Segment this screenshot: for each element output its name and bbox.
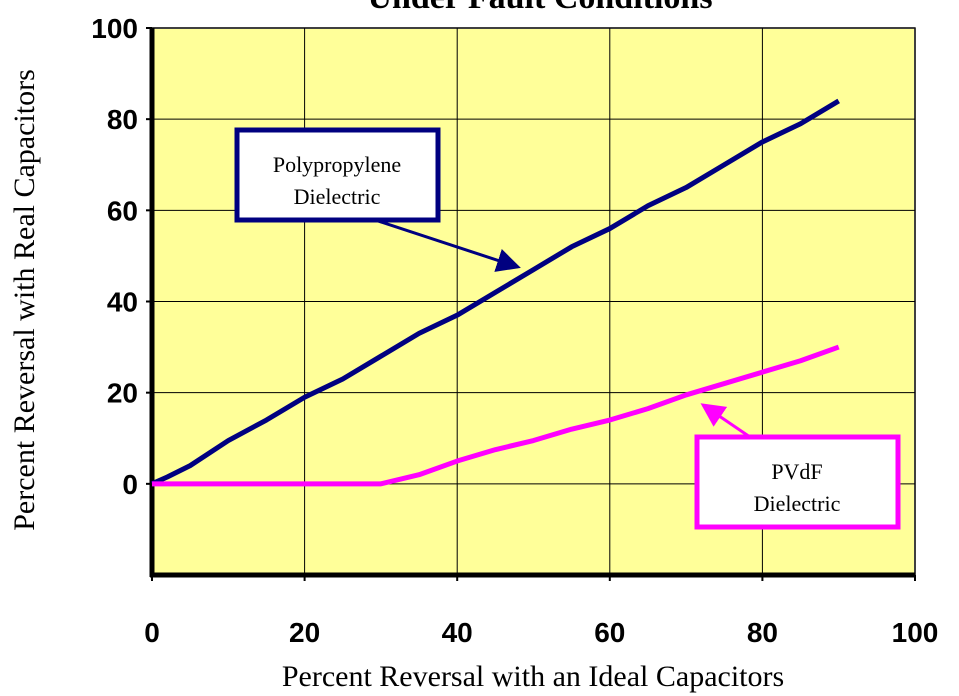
annotation-text: Dielectric — [754, 491, 841, 516]
y-tick-label: 0 — [122, 469, 138, 500]
x-tick-label: 60 — [594, 617, 625, 648]
annotation-text: Polypropylene — [273, 152, 401, 177]
x-axis-label: Percent Reversal with an Ideal Capacitor… — [282, 660, 784, 693]
annotation-box — [234, 127, 441, 223]
y-axis-label: Percent Reversal with Real Capacitors — [8, 69, 41, 531]
x-tick-label: 40 — [442, 617, 473, 648]
y-tick-label: 20 — [107, 378, 138, 409]
series-line — [150, 98, 840, 487]
annotation-arrow — [374, 218, 521, 272]
y-tick-label: 80 — [107, 104, 138, 135]
y-tick-label: 100 — [91, 13, 138, 44]
annotation-text: PVdF — [771, 459, 822, 484]
annotation-box — [694, 434, 901, 530]
annotation-text: Dielectric — [294, 184, 381, 209]
x-tick-label: 0 — [144, 617, 160, 648]
chart-title: Under Fault Conditions — [367, 0, 712, 16]
annotation-arrow — [700, 403, 751, 439]
x-tick-label: 20 — [289, 617, 320, 648]
y-tick-label: 40 — [107, 287, 138, 318]
series-line — [152, 344, 840, 487]
x-tick-label: 100 — [892, 617, 939, 648]
y-tick-label: 60 — [107, 195, 138, 226]
x-tick-label: 80 — [747, 617, 778, 648]
